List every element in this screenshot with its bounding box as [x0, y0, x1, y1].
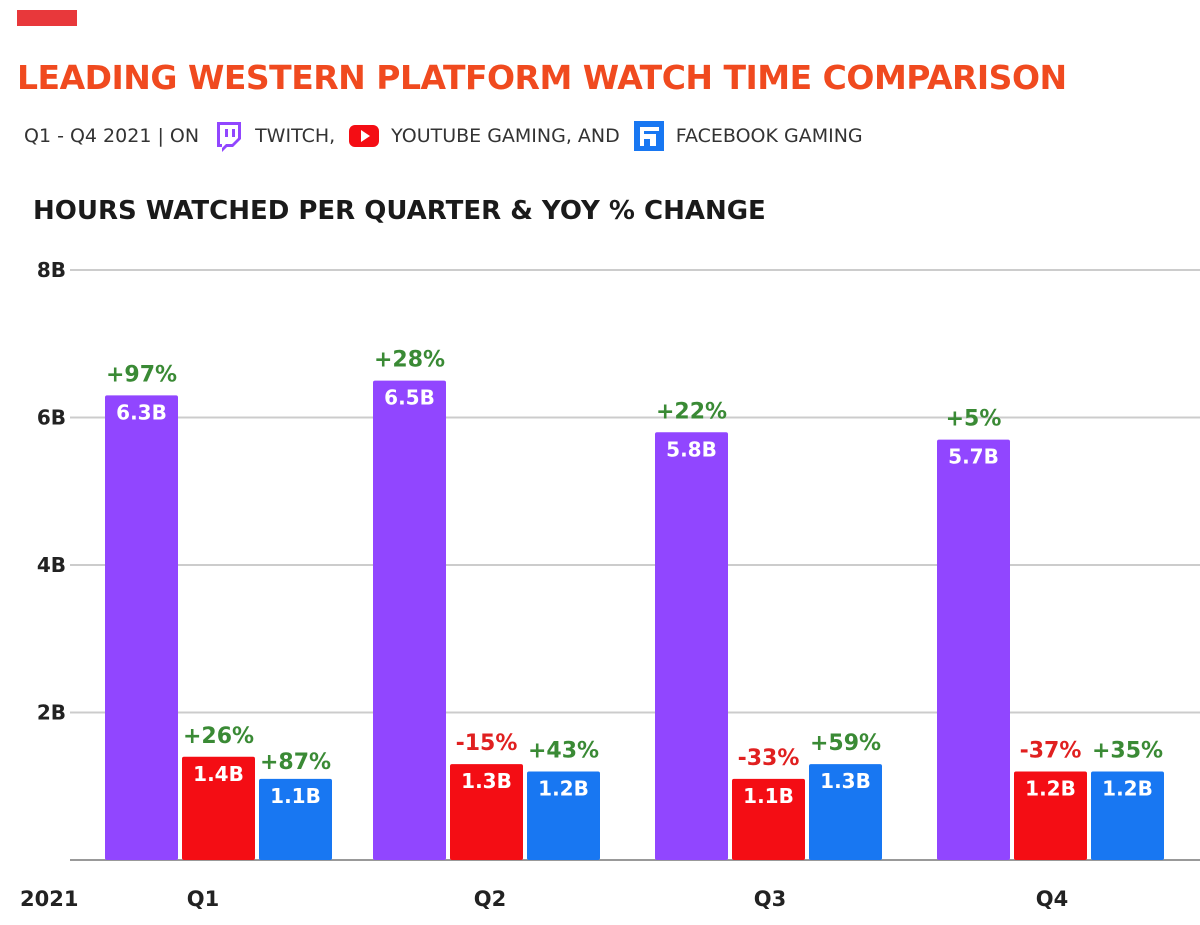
bar-twitch-q3	[655, 432, 728, 860]
yoy-change-label: +97%	[106, 362, 177, 387]
yoy-change-label: +28%	[374, 348, 445, 373]
yoy-change-label: +35%	[1092, 739, 1163, 764]
grid-layer	[70, 269, 1200, 861]
twitch-icon	[211, 119, 245, 153]
yoy-change-label: +5%	[946, 407, 1002, 432]
page-title: LEADING WESTERN PLATFORM WATCH TIME COMP…	[17, 58, 1067, 97]
x-category-label: Q3	[754, 887, 786, 911]
subtitle-facebook: FACEBOOK GAMING	[675, 125, 863, 147]
bar-facebook-gaming-q1	[259, 778, 332, 860]
youtube-icon	[347, 119, 381, 153]
bar-facebook-gaming-q3	[809, 764, 882, 860]
bar-value-label: 6.3B	[116, 400, 167, 424]
x-category-label: Q4	[1036, 887, 1068, 911]
bar-value-label: 6.5B	[384, 386, 435, 410]
y-tick-label: 4B	[37, 553, 66, 577]
bar-facebook-gaming-q2	[527, 771, 600, 860]
bar-facebook-gaming-q4	[1091, 771, 1164, 860]
subtitle-date-range: Q1 - Q4 2021 | ON	[24, 125, 200, 147]
bar-value-label: 1.4B	[193, 762, 244, 786]
bar-youtube-gaming-q2	[450, 764, 523, 860]
chart-heading: HOURS WATCHED PER QUARTER & YOY % CHANGE	[33, 196, 766, 226]
bar-value-label: 1.3B	[461, 769, 512, 793]
bar-twitch-q2	[373, 380, 446, 860]
bars-layer	[105, 380, 1164, 860]
bar-value-label: 1.1B	[270, 784, 321, 808]
yoy-change-label: +87%	[260, 750, 331, 775]
y-tick-label: 6B	[37, 406, 66, 430]
labels-layer: 2B 4B 6B 8B 6.3B +97% 1.4B +26% 1.1B +87% Q1 6.5B +2…	[20, 258, 1163, 911]
yoy-change-label: -15%	[456, 731, 518, 756]
y-tick-label: 8B	[37, 258, 66, 282]
yoy-change-label: +59%	[810, 731, 881, 756]
bar-value-label: 1.2B	[1025, 777, 1076, 801]
yoy-change-label: -37%	[1020, 739, 1082, 764]
bar-twitch-q1	[105, 395, 178, 860]
bar-youtube-gaming-q3	[732, 778, 805, 860]
bar-value-label: 5.7B	[948, 445, 999, 469]
facebook-gaming-icon	[632, 119, 666, 153]
bar-value-label: 1.2B	[1102, 777, 1153, 801]
subtitle-twitch: TWITCH,	[255, 125, 336, 147]
bar-value-label: 1.2B	[538, 777, 589, 801]
yoy-change-label: +43%	[528, 739, 599, 764]
bar-value-label: 1.1B	[743, 784, 794, 808]
y-tick-label: 2B	[37, 701, 66, 725]
bar-youtube-gaming-q4	[1014, 771, 1087, 860]
subtitle: Q1 - Q4 2021 | ON TWITCH, YOUTUBE GAMING…	[24, 116, 863, 156]
x-category-label: Q1	[187, 887, 219, 911]
bar-value-label: 1.3B	[820, 769, 871, 793]
subtitle-youtube: YOUTUBE GAMING, AND	[391, 125, 620, 147]
yoy-change-label: -33%	[738, 746, 800, 771]
bar-value-label: 5.8B	[666, 437, 717, 461]
bar-youtube-gaming-q1	[182, 756, 255, 860]
yoy-change-label: +26%	[183, 724, 254, 749]
bar-twitch-q4	[937, 439, 1010, 860]
accent-bar	[17, 10, 77, 26]
year-label: 2021	[20, 887, 78, 911]
x-category-label: Q2	[474, 887, 506, 911]
yoy-change-label: +22%	[656, 399, 727, 424]
